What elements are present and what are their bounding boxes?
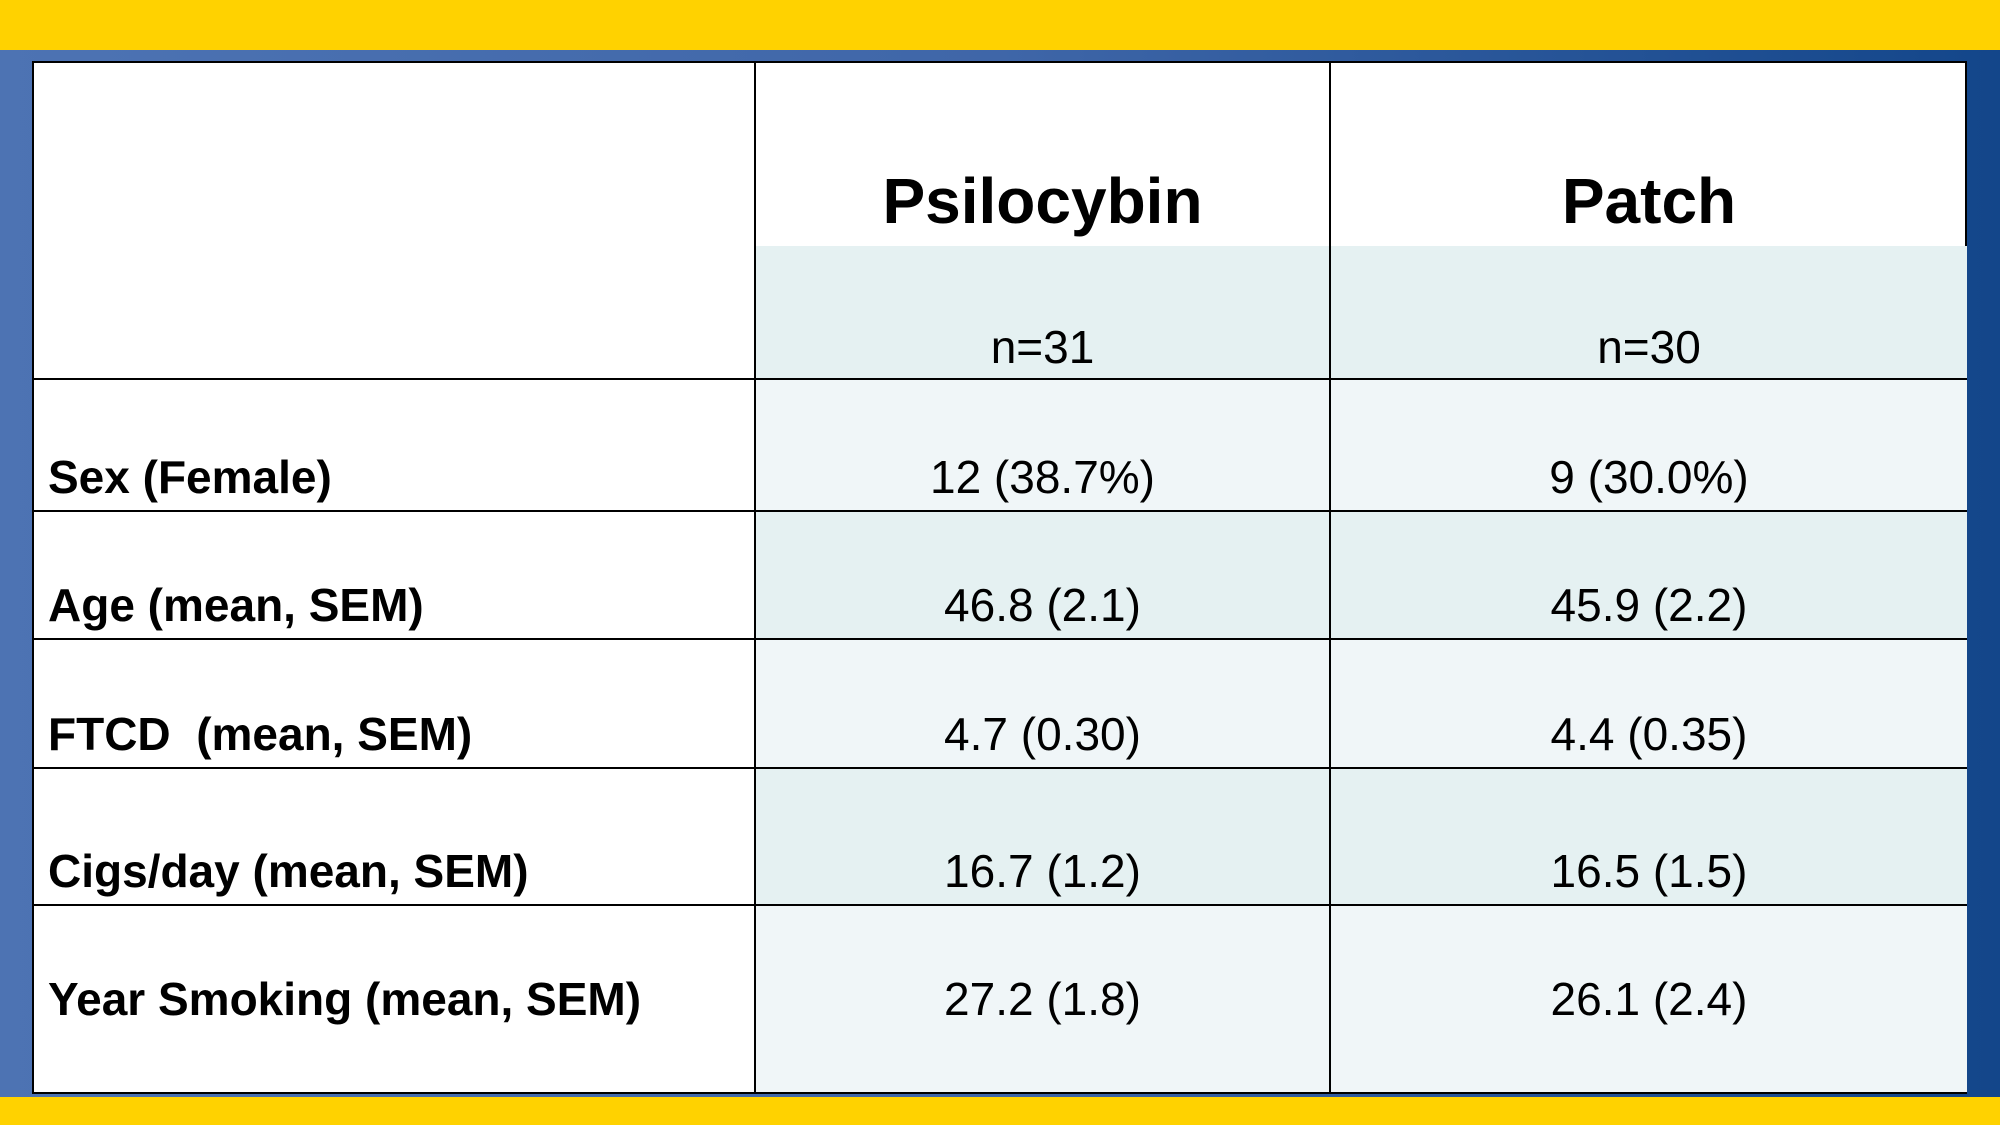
cell-value: 27.2 (1.8): [756, 906, 1331, 1092]
cell-value: 46.8 (2.1): [756, 512, 1331, 640]
row-label: Year Smoking (mean, SEM): [34, 906, 756, 1092]
column-header: Patch: [1561, 165, 1737, 237]
table: Psilocybin Patch n=31 n=30 Sex (Female) 1…: [32, 61, 1967, 1094]
row-label: FTCD (mean, SEM): [34, 640, 756, 769]
corner-cell: [34, 63, 756, 380]
column-header: Psilocybin: [756, 63, 1331, 246]
cell-value: 16.7 (1.2): [756, 769, 1331, 906]
cell-value: 16.5 (1.5): [1331, 769, 1967, 906]
row-label: Age (mean, SEM): [34, 512, 756, 640]
cell-value: 45.9 (2.2): [1331, 512, 1967, 640]
cell-value: 26.1 (2.4): [1331, 906, 1967, 1092]
cell-value: 12 (38.7%): [756, 380, 1331, 512]
row-label: Sex (Female): [34, 380, 756, 512]
cell-value: 4.7 (0.30): [756, 640, 1331, 769]
sample-size: n=30: [1331, 246, 1967, 380]
sample-size: n=31: [756, 246, 1331, 380]
row-label: Cigs/day (mean, SEM): [34, 769, 756, 906]
cell-value: 4.4 (0.35): [1331, 640, 1967, 769]
cell-value: 9 (30.0%): [1331, 380, 1967, 512]
